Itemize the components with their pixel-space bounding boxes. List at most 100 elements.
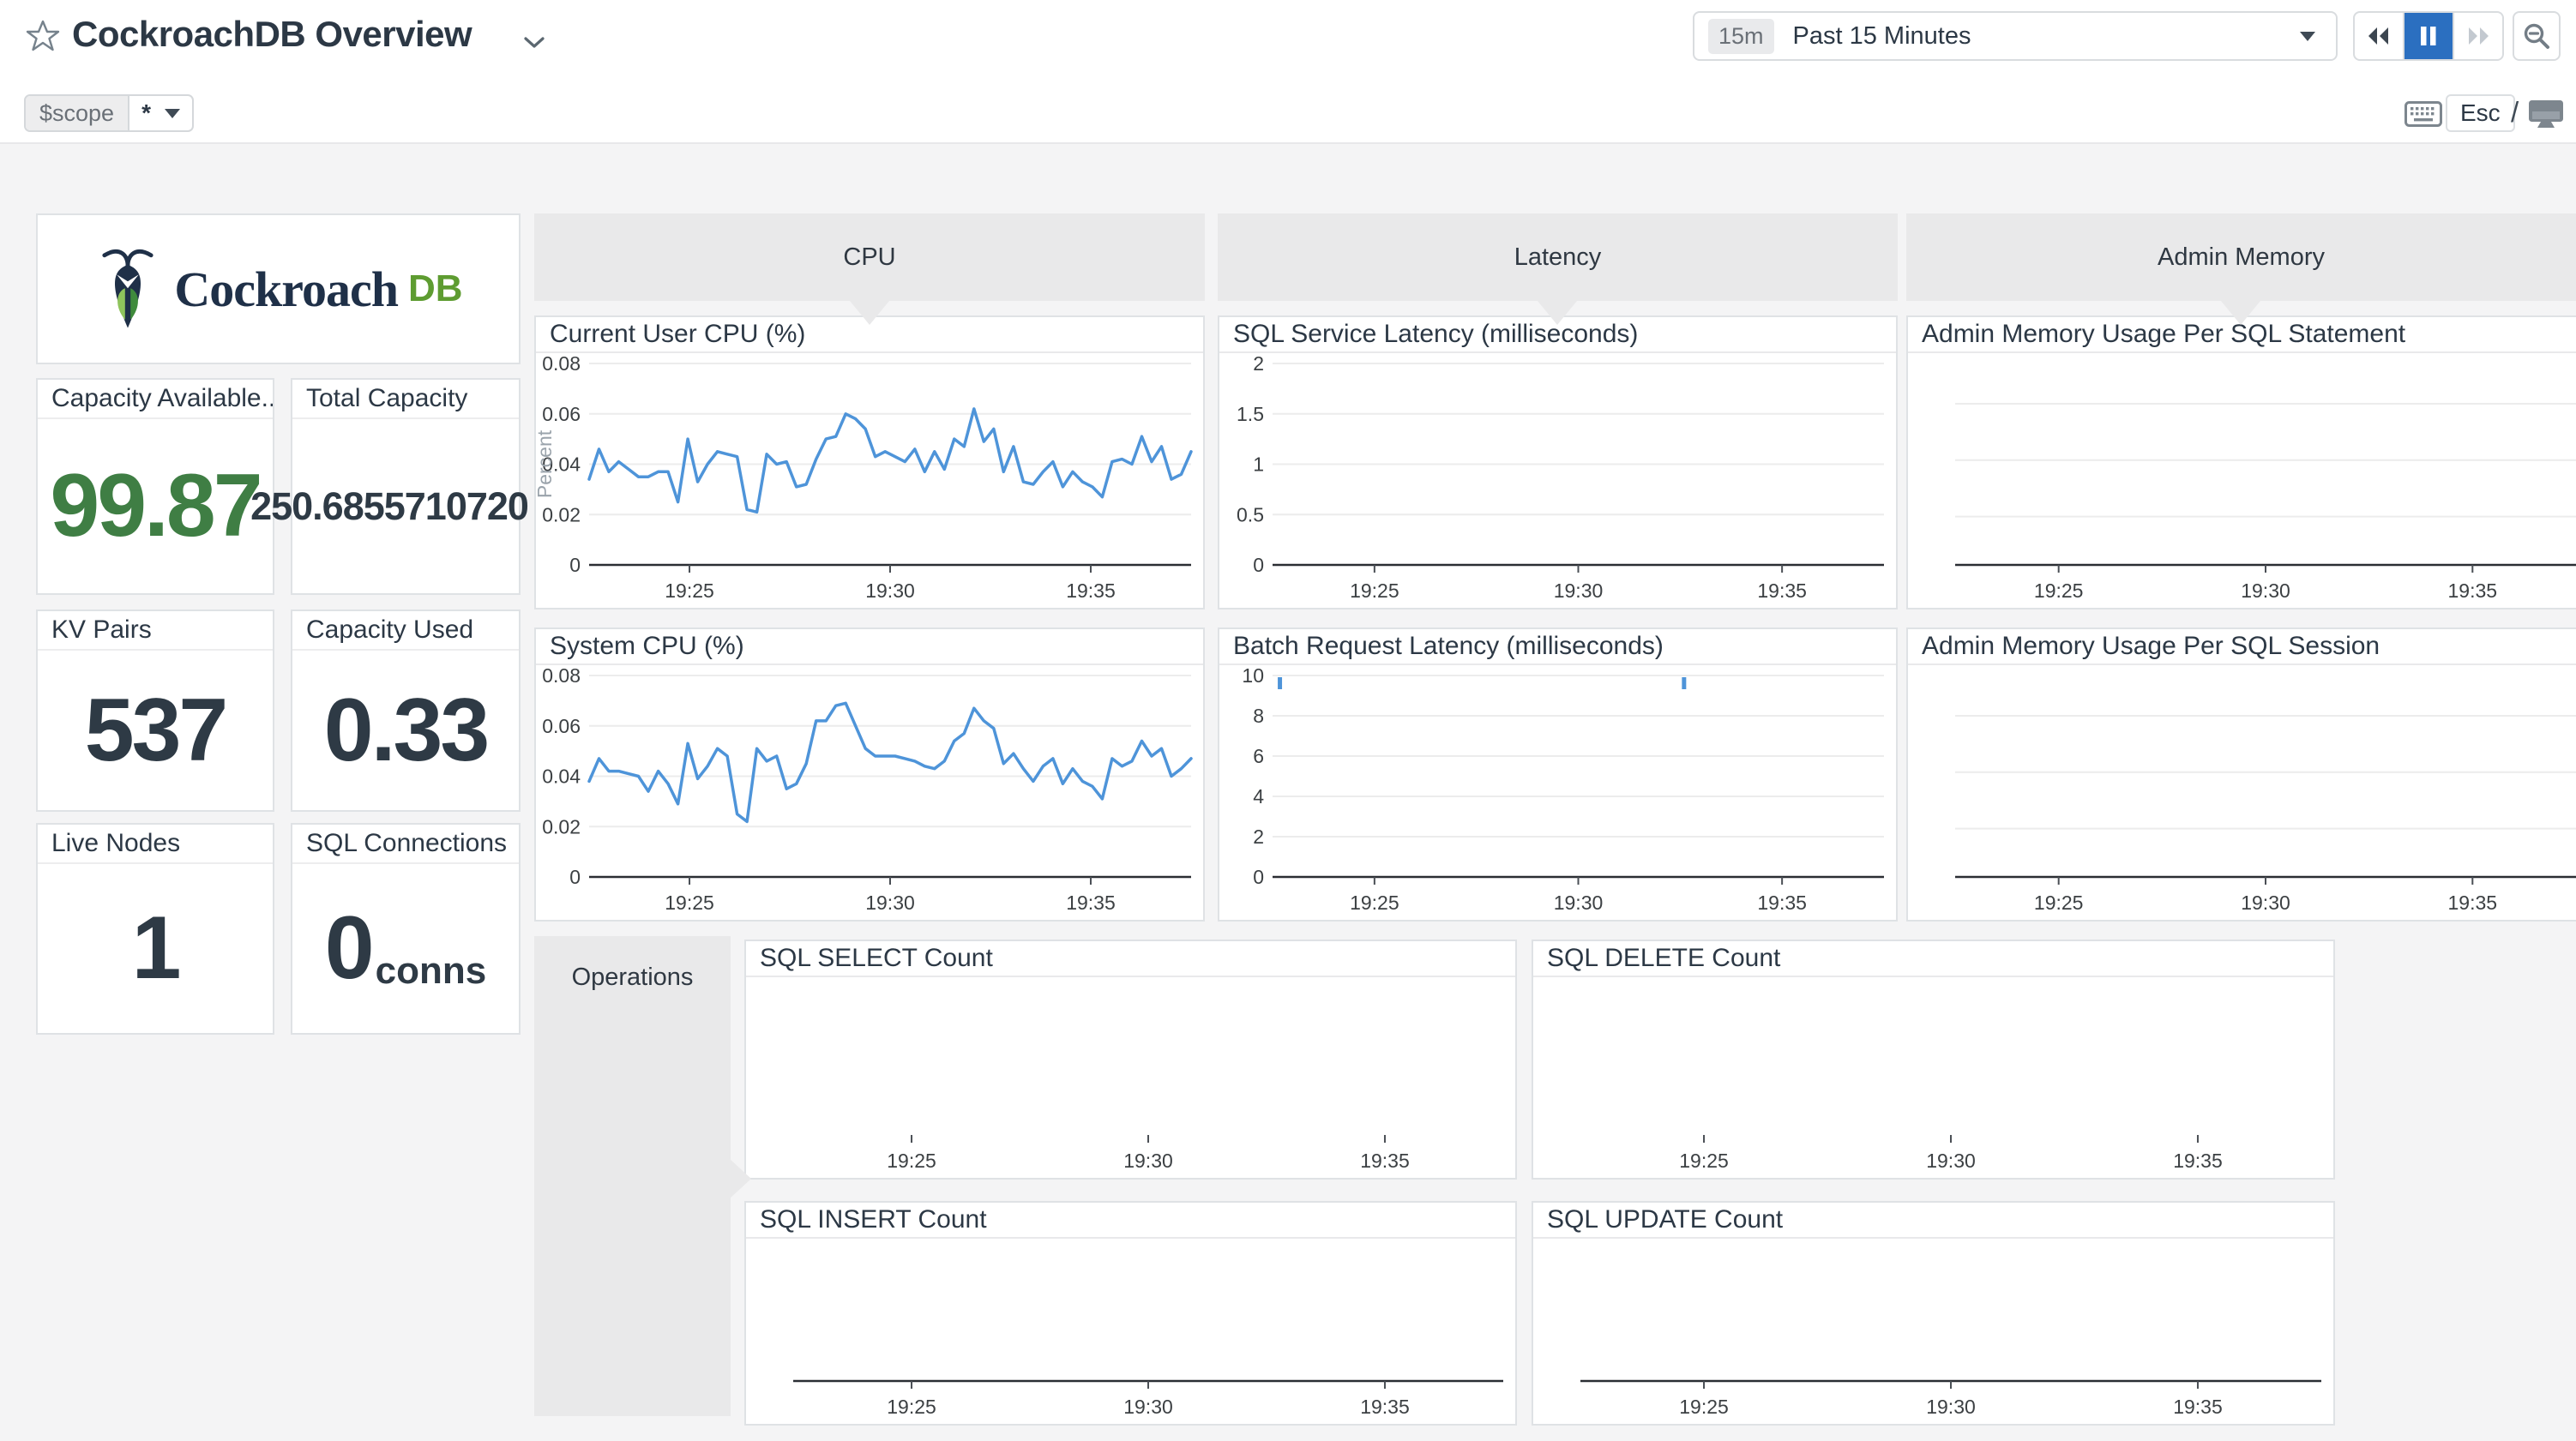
logo-brand-suffix: DB — [408, 267, 463, 309]
svg-text:19:25: 19:25 — [1679, 1396, 1729, 1418]
group-header-operations[interactable]: Operations — [534, 936, 731, 1416]
chart-card-sql-select-count: SQL SELECT Count 19:25 19:30 19:35 — [744, 940, 1517, 1180]
svg-text:19:35: 19:35 — [1360, 1150, 1410, 1172]
chart-title: Admin Memory Usage Per SQL Session — [1908, 629, 2576, 665]
stat-card-total-capacity: Total Capacity 250.6855710720GB — [250, 378, 561, 595]
svg-text:19:25: 19:25 — [2034, 579, 2084, 602]
zoom-out-button[interactable] — [2513, 11, 2561, 61]
svg-text:19:30: 19:30 — [1554, 579, 1604, 602]
caret-down-icon — [2300, 31, 2315, 41]
chart-plot-area[interactable]: 19:25 19:30 19:35 — [746, 1239, 1515, 1424]
stat-card-sql-connections: SQL Connections 0 conns — [291, 823, 521, 1035]
toolbar-divider — [0, 142, 2576, 144]
rewind-button[interactable] — [2355, 13, 2403, 59]
scope-label: $scope — [26, 96, 130, 130]
svg-text:19:35: 19:35 — [1757, 579, 1807, 602]
stat-card-capacity-available: Capacity Available... 99.87 — [36, 378, 274, 595]
cockroach-bug-icon — [102, 249, 154, 328]
time-range-label: Past 15 Minutes — [1792, 21, 1971, 50]
template-variable-scope[interactable]: $scope * — [24, 94, 194, 132]
svg-text:0.02: 0.02 — [542, 503, 581, 525]
group-caret-icon — [2221, 301, 2260, 325]
fast-forward-button[interactable] — [2453, 13, 2502, 59]
monitor-icon[interactable] — [2528, 99, 2564, 133]
group-caret-icon — [730, 1159, 751, 1198]
chart-plot-area[interactable]: 0 0.5 1 1.5 2 19:25 19:30 19:35 — [1219, 352, 1896, 608]
esc-button[interactable]: Esc — [2446, 94, 2515, 132]
svg-text:19:30: 19:30 — [1926, 1396, 1976, 1418]
chart-plot-area[interactable]: 19:25 19:30 19:35 — [1533, 1239, 2333, 1424]
logo-brand-text: Cockroach — [174, 261, 399, 317]
svg-text:19:25: 19:25 — [2034, 892, 2084, 914]
chart-title: SQL INSERT Count — [746, 1203, 1515, 1239]
chart-plot-area[interactable]: 19:25 19:30 19:35 — [746, 977, 1515, 1178]
stat-value: 99.87 — [50, 456, 262, 555]
chart-card-system-cpu: System CPU (%) 0 0.02 0.04 0.06 0.08 19:25 19:… — [534, 627, 1205, 922]
chart-title: SQL DELETE Count — [1533, 941, 2333, 977]
svg-text:19:35: 19:35 — [1360, 1396, 1410, 1418]
svg-text:19:30: 19:30 — [1554, 892, 1604, 914]
chart-plot-area[interactable]: 0 0.02 0.04 0.06 0.08 19:25 19:30 19:35 — [536, 664, 1203, 920]
stat-card-title: Total Capacity — [292, 380, 519, 419]
chart-card-sql-insert-count: SQL INSERT Count 19:25 19:30 19:35 — [744, 1201, 1517, 1426]
svg-text:19:30: 19:30 — [865, 892, 915, 914]
zoom-out-icon — [2524, 23, 2549, 49]
chart-plot-area[interactable]: 19:25 19:30 19:35 — [1908, 665, 2576, 920]
page-title[interactable]: CockroachDB Overview — [72, 14, 472, 54]
group-label: Admin Memory — [2158, 243, 2325, 271]
svg-text:0.08: 0.08 — [542, 353, 581, 375]
chart-plot-area[interactable]: 0 2 4 6 8 10 19:25 19:30 19:35 — [1219, 664, 1896, 920]
svg-text:19:30: 19:30 — [865, 579, 915, 602]
group-header-admin-memory[interactable]: Admin Memory — [1906, 213, 2576, 301]
svg-text:19:25: 19:25 — [665, 892, 714, 914]
chart-title: Batch Request Latency (milliseconds) — [1219, 629, 1896, 665]
stat-card-title: Live Nodes — [38, 825, 273, 864]
stat-card-live-nodes: Live Nodes 1 — [36, 823, 274, 1035]
caret-down-icon — [164, 108, 180, 118]
svg-text:19:25: 19:25 — [1350, 892, 1399, 914]
keyboard-icon[interactable] — [2404, 101, 2442, 131]
svg-text:Percent: Percent — [536, 429, 556, 498]
chart-plot-area[interactable]: 19:25 19:30 19:35 — [1908, 353, 2576, 608]
svg-text:19:35: 19:35 — [1066, 892, 1116, 914]
svg-text:4: 4 — [1253, 785, 1264, 808]
time-range-picker[interactable]: 15m Past 15 Minutes — [1693, 11, 2338, 61]
pause-button[interactable] — [2403, 13, 2453, 59]
stat-card-title: Capacity Used — [292, 611, 519, 651]
svg-text:19:30: 19:30 — [1123, 1396, 1173, 1418]
group-label: Latency — [1514, 243, 1602, 271]
chart-card-sql-update-count: SQL UPDATE Count 19:25 19:30 19:35 — [1532, 1201, 2335, 1426]
stat-value: 0 — [324, 898, 375, 998]
svg-text:0.04: 0.04 — [542, 766, 581, 788]
group-caret-icon — [1538, 301, 1577, 325]
chart-title: SQL SELECT Count — [746, 941, 1515, 977]
chevron-down-icon[interactable] — [523, 36, 545, 54]
svg-text:0.06: 0.06 — [542, 715, 581, 737]
stat-unit: conns — [375, 949, 487, 992]
group-header-latency[interactable]: Latency — [1218, 213, 1898, 301]
playback-controls — [2353, 11, 2504, 61]
svg-text:0.06: 0.06 — [542, 403, 581, 425]
svg-text:1: 1 — [1253, 453, 1264, 476]
group-header-cpu[interactable]: CPU — [534, 213, 1205, 301]
svg-text:19:30: 19:30 — [2241, 579, 2290, 602]
star-icon[interactable] — [26, 19, 60, 57]
chart-title: Current User CPU (%) — [536, 317, 1203, 353]
svg-text:19:35: 19:35 — [2448, 892, 2498, 914]
svg-text:19:25: 19:25 — [887, 1396, 936, 1418]
svg-text:8: 8 — [1253, 705, 1264, 727]
chart-plot-area[interactable]: 19:25 19:30 19:35 — [1533, 977, 2333, 1178]
stat-card-capacity-used: Capacity Used 0.33 — [291, 609, 521, 812]
svg-text:2: 2 — [1253, 826, 1264, 848]
stat-card-kv-pairs: KV Pairs 537 — [36, 609, 274, 812]
time-range-badge: 15m — [1708, 18, 1774, 54]
stat-value: 1 — [131, 898, 182, 998]
chart-card-admin-memory-session: Admin Memory Usage Per SQL Session 19:25… — [1906, 627, 2576, 922]
chart-plot-area[interactable]: 0 0.02 0.04 0.06 0.08 19:25 19:30 19:35 Percent — [533, 352, 1203, 608]
stat-value: 0.33 — [323, 680, 490, 780]
svg-text:0: 0 — [569, 866, 581, 888]
stat-card-title: Capacity Available... — [38, 380, 273, 419]
svg-text:19:35: 19:35 — [2173, 1396, 2223, 1418]
chart-card-sql-delete-count: SQL DELETE Count 19:25 19:30 19:35 — [1532, 940, 2335, 1180]
